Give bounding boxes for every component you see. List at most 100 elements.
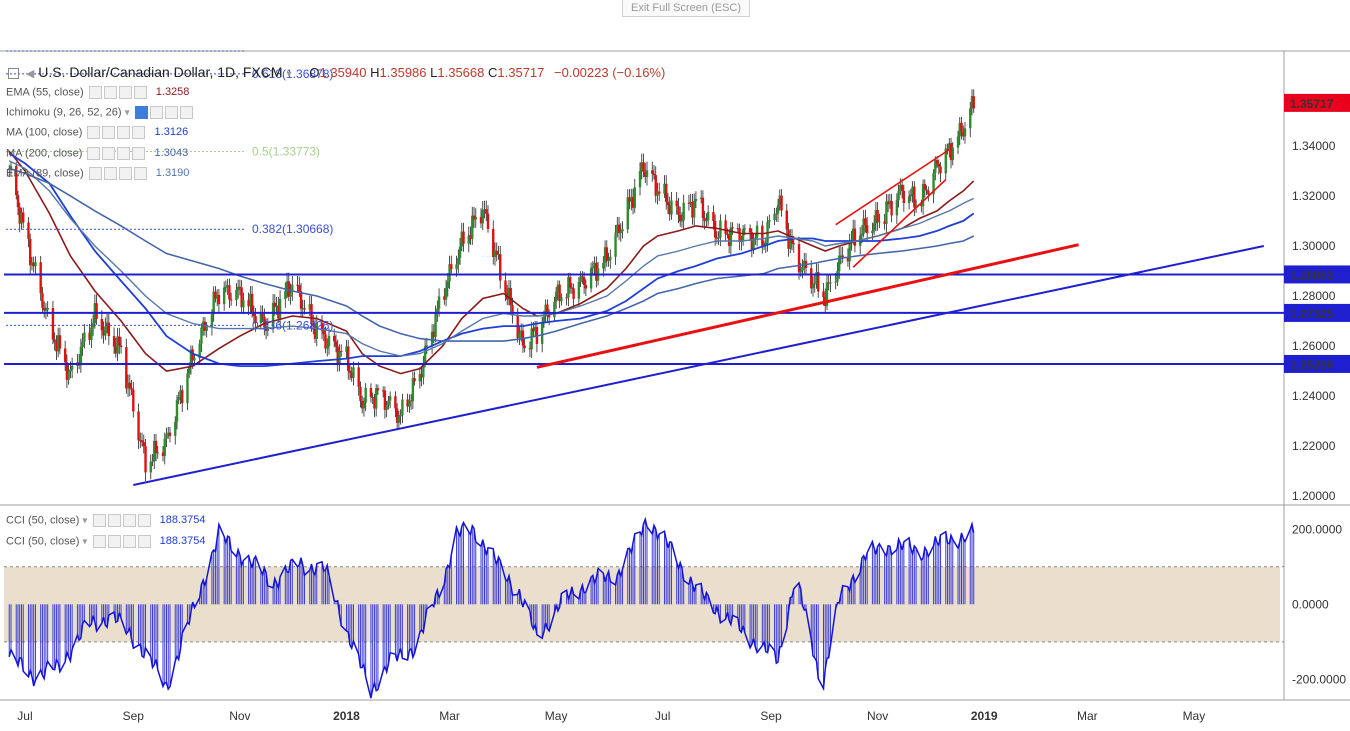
- close-icon[interactable]: [179, 106, 193, 119]
- candle-body: [437, 296, 441, 309]
- high-label: H: [370, 65, 380, 80]
- candle-body: [694, 198, 698, 202]
- candle-body: [560, 297, 563, 302]
- candle-body: [387, 400, 390, 406]
- close-icon[interactable]: [133, 86, 147, 99]
- candle-body: [359, 386, 362, 401]
- candle-body: [523, 345, 526, 349]
- gear-icon[interactable]: [102, 147, 116, 160]
- price-tick-label: 1.22000: [1292, 439, 1336, 453]
- candle-body: [228, 285, 231, 300]
- candle-body: [479, 216, 483, 224]
- close-icon[interactable]: [137, 514, 151, 527]
- eye-icon[interactable]: [87, 147, 101, 160]
- candle-body: [803, 260, 806, 267]
- candle-body: [677, 206, 680, 215]
- candle-body: [589, 268, 593, 289]
- legend-label: MA (200, close): [6, 147, 83, 160]
- candle-body: [504, 280, 507, 293]
- candle-body: [226, 285, 229, 287]
- eye-icon[interactable]: [92, 535, 106, 548]
- legend-ema55[interactable]: EMA (55, close) 1.3258: [6, 86, 189, 99]
- candle-body: [174, 421, 177, 436]
- gear-icon[interactable]: [107, 514, 121, 527]
- candle-body: [825, 282, 829, 306]
- candle-body: [530, 328, 533, 350]
- plus-icon[interactable]: [164, 106, 178, 119]
- gear-icon[interactable]: [103, 167, 117, 180]
- eye-icon[interactable]: [87, 126, 101, 139]
- plus-icon[interactable]: [117, 147, 131, 160]
- eye-icon[interactable]: [134, 106, 148, 119]
- candle-body: [132, 389, 135, 412]
- candle-body: [107, 322, 111, 337]
- legend-cci-2[interactable]: CCI (50, close) ▾ 188.3754: [6, 535, 206, 548]
- candle-body: [591, 267, 595, 269]
- candle-body: [181, 390, 184, 404]
- candle-body: [581, 276, 584, 278]
- fib-level-label: 0.618(1.36878): [252, 67, 333, 81]
- candle-body: [846, 257, 850, 262]
- candle-body: [284, 291, 287, 300]
- gear-icon[interactable]: [102, 126, 116, 139]
- candle-body: [553, 301, 556, 318]
- candle-body: [542, 316, 546, 323]
- candle-body: [658, 191, 661, 194]
- exit-full-screen-button[interactable]: Exit Full Screen (ESC): [622, 0, 750, 17]
- gear-icon[interactable]: [103, 86, 117, 99]
- plus-icon[interactable]: [117, 126, 131, 139]
- candle-body: [727, 234, 731, 246]
- candle-body: [602, 262, 605, 269]
- plus-icon[interactable]: [118, 86, 132, 99]
- candle-body: [287, 281, 291, 297]
- candle-body: [151, 461, 154, 463]
- candle-body: [16, 195, 20, 208]
- eye-icon[interactable]: [92, 514, 106, 527]
- close-icon[interactable]: [133, 167, 147, 180]
- candle-body: [817, 272, 820, 292]
- plus-icon[interactable]: [122, 535, 136, 548]
- candle-body: [519, 330, 523, 333]
- candle-body: [102, 330, 105, 336]
- legend-cci-1[interactable]: CCI (50, close) ▾ 188.3754: [6, 514, 206, 527]
- candle-body: [116, 336, 119, 354]
- candle-body: [369, 387, 373, 397]
- close-icon[interactable]: [132, 147, 146, 160]
- ma200-line: [8, 167, 975, 342]
- plus-icon[interactable]: [118, 167, 132, 180]
- candle-body: [104, 326, 107, 336]
- candle-body: [813, 283, 816, 285]
- eye-icon[interactable]: [88, 167, 102, 180]
- candle-body: [822, 291, 825, 298]
- candle-body: [839, 255, 843, 257]
- legend-ema89[interactable]: EMA (89, close) 1.3190: [6, 167, 189, 180]
- candle-body: [42, 307, 46, 311]
- candle-body: [142, 442, 145, 447]
- legend-ma100[interactable]: MA (100, close) 1.3126: [6, 126, 188, 139]
- price-tick-label: 1.20000: [1292, 489, 1336, 503]
- high-value: 1.35986: [379, 65, 427, 80]
- candle-body: [163, 438, 166, 457]
- gear-icon[interactable]: [107, 535, 121, 548]
- candle-body: [215, 294, 219, 299]
- candle-body: [376, 388, 380, 391]
- candle-body: [212, 291, 215, 315]
- candle-body: [958, 122, 961, 137]
- symbol-dropdown-icon[interactable]: ▾: [286, 69, 292, 80]
- close-icon[interactable]: [132, 126, 146, 139]
- close-icon[interactable]: [137, 535, 151, 548]
- candle-body: [324, 334, 327, 349]
- candle-body: [198, 343, 201, 359]
- eye-icon[interactable]: [88, 86, 102, 99]
- candle-body: [275, 305, 278, 307]
- candle-body: [621, 229, 624, 232]
- gear-icon[interactable]: [149, 106, 163, 119]
- time-tick-label: Sep: [760, 709, 782, 723]
- legend-label: EMA (89, close): [6, 167, 84, 180]
- collapse-icon[interactable]: [8, 67, 19, 79]
- candle-body: [443, 296, 446, 300]
- legend-ichimoku[interactable]: Ichimoku (9, 26, 52, 26) ▾: [6, 106, 193, 119]
- plus-icon[interactable]: [122, 514, 136, 527]
- legend-ma200[interactable]: MA (200, close) 1.3043: [6, 147, 188, 160]
